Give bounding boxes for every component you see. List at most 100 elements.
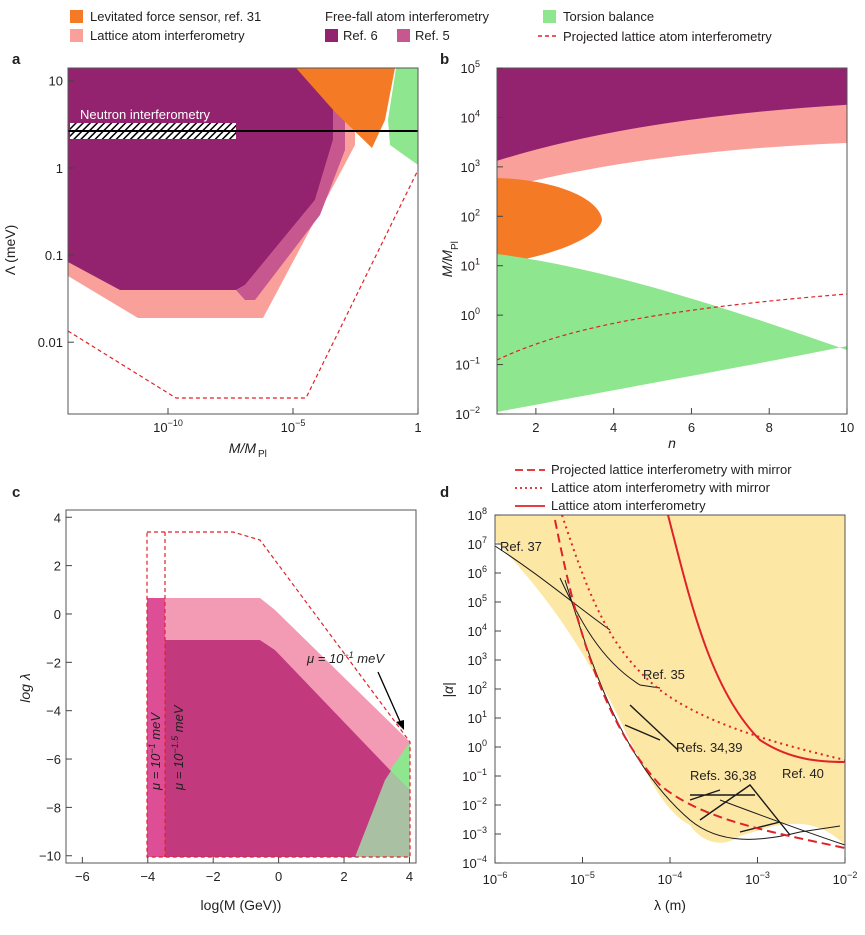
panel-c-letter: c [12, 484, 20, 501]
panel-a-letter: a [12, 51, 21, 68]
panel-b-ref6-edge [496, 103, 848, 161]
panel-d-xtick-label: 10−3 [745, 870, 770, 887]
panel-b-xtick-label: 2 [532, 420, 539, 435]
panel-b-xtick-label: 6 [688, 420, 695, 435]
panel-d-plot: 10−6 10−5 10−4 10−3 10−2 108 107 106 105 104 103 10… [462, 506, 857, 887]
panel-a-xlabel-sub: Pl [258, 449, 267, 460]
svg-text:μ = 10−1 meV: μ = 10−1 meV [147, 712, 163, 791]
panel-b-ytick-label: 104 [461, 108, 480, 125]
panel-c-projected-line [146, 531, 411, 858]
panel-d-xlabel: λ (m) [654, 897, 686, 913]
panel-a-frame [67, 67, 419, 415]
panel-b-plot: 2 4 6 8 10 105 104 103 102 101 100 10−1 10−2 [455, 59, 854, 435]
panel-c-ytick-label: −8 [46, 800, 61, 815]
panel-d-xtick-label: 10−2 [833, 870, 858, 887]
panel-d-refs3439-label: Refs. 34,39 [676, 740, 743, 755]
panel-a-projected-line [67, 169, 419, 399]
legend-torsion-label: Torsion balance [563, 9, 654, 24]
panel-d-ytick-label: 105 [468, 593, 487, 610]
panel-a-ticks: 10−10 10−5 1 10 1 0.1 0.01 [38, 74, 422, 435]
panel-b-ytick-label: 10−2 [455, 405, 480, 422]
panel-b-ytick-label: 103 [461, 158, 480, 175]
panel-a-ylabel: Λ (meV) [2, 225, 18, 276]
panel-c-ytick-label: −10 [39, 849, 61, 864]
panel-c-pink-band [147, 598, 410, 770]
panel-b-xtick-label: 10 [840, 420, 854, 435]
panel-d-excluded-region [495, 515, 845, 845]
panel-b-frame [496, 67, 848, 415]
legend-top: Levitated force sensor, ref. 31 Lattice … [70, 9, 772, 44]
panel-c-plot: −6 −4 −2 0 2 4 4 2 0 −2 −4 −6 −8 −10 [39, 509, 417, 884]
panel-c-mu-strip [147, 598, 165, 857]
panel-b: b 2 4 6 8 10 105 104 103 102 101 100 10−1 10−2 M/M P… [439, 51, 854, 451]
panel-b-ylabel-sub: Pl [450, 241, 461, 250]
panel-c-xtick-label: −4 [140, 869, 155, 884]
svg-text:μ = 10−1.5 meV: μ = 10−1.5 meV [170, 704, 186, 791]
panel-a-ytick-label: 1 [56, 161, 63, 176]
panel-b-projected-line [496, 293, 848, 361]
panel-d-ytick-label: 10−1 [462, 767, 487, 784]
legend-lattice-label: Lattice atom interferometry [90, 28, 245, 43]
panel-d-letter: d [440, 484, 449, 501]
legend-d-lattice-label: Lattice atom interferometry [551, 498, 706, 513]
panel-d-ticks: 10−6 10−5 10−4 10−3 10−2 108 107 106 105 104 103 10… [462, 506, 857, 887]
panel-d-ytick-label: 106 [468, 564, 487, 581]
panel-c-ytick-label: 2 [54, 559, 61, 574]
panel-a-xtick-label: 1 [414, 420, 421, 435]
panel-d-ytick-label: 10−2 [462, 796, 487, 813]
panel-c-mu1-annotation: μ = 10−1 meV [306, 650, 385, 666]
panel-d-xtick-label: 10−4 [658, 870, 683, 887]
legend-ref5-label: Ref. 5 [415, 28, 450, 43]
panel-b-letter: b [440, 51, 449, 68]
panel-c-frame [65, 509, 417, 864]
panel-a-ytick-label: 0.1 [45, 248, 63, 263]
panel-a-xtick-label: 10−10 [153, 418, 183, 435]
panel-b-xtick-label: 4 [610, 420, 617, 435]
panel-a-plot: Neutron interferometry 10−10 10−5 1 10 1 0.1 0… [38, 67, 422, 435]
panel-c-ticks: −6 −4 −2 0 2 4 4 2 0 −2 −4 −6 −8 −10 [39, 510, 413, 884]
legend-ref6-label: Ref. 6 [343, 28, 378, 43]
panel-b-ytick-label: 100 [461, 306, 480, 323]
panel-c-xtick-label: −2 [206, 869, 221, 884]
panel-b-levitated-region [497, 178, 602, 264]
panel-c: c −6 −4 −2 0 2 4 4 2 0 −2 −4 −6 −8 −10 μ = 10−1 meV μ… [12, 484, 417, 913]
panel-d-ref35-curve [559, 577, 661, 689]
panel-a-xtick-label: 10−5 [281, 418, 306, 435]
panel-d-ytick-label: 104 [468, 622, 487, 639]
panel-a-ytick-label: 0.01 [38, 335, 63, 350]
panel-d-ylabel: |α| [440, 682, 456, 697]
panel-c-mu1-vertical: μ = 10−1 meV [147, 712, 163, 791]
panel-b-ytick-label: 105 [461, 59, 480, 76]
panel-c-ylabel: log λ [17, 673, 33, 703]
panel-d-ytick-label: 107 [468, 535, 487, 552]
panel-d-ytick-label: 100 [468, 738, 487, 755]
legend-d-projected-label: Projected lattice interferometry with mi… [551, 462, 792, 477]
panel-a-levitated-region [296, 68, 395, 148]
panel-c-xtick-label: 4 [406, 869, 413, 884]
panel-d-xtick-label: 10−5 [570, 870, 595, 887]
panel-a: a Neutron interferometry 10−10 10−5 1 10 1 0.… [2, 51, 422, 460]
panel-d-lattice-mirror-curve [561, 514, 846, 761]
panel-d-ref40-label: Ref. 40 [782, 766, 824, 781]
panel-c-ytick-label: −4 [46, 704, 61, 719]
panel-d-ytick-label: 108 [468, 506, 487, 523]
panel-d-projected-mirror-curve [554, 519, 846, 849]
legend-swatch-lattice [70, 29, 83, 42]
panel-d-ref37-label: Ref. 37 [500, 539, 542, 554]
panel-d-ytick-label: 10−3 [462, 825, 487, 842]
legend-levitated-label: Levitated force sensor, ref. 31 [90, 9, 261, 24]
panel-d-refs3638-label: Refs. 36,38 [690, 768, 757, 783]
panel-b-ytick-label: 102 [461, 207, 480, 224]
panel-d: d Projected lattice interferometry with … [440, 462, 857, 913]
panel-c-xtick-label: −6 [75, 869, 90, 884]
panel-a-torsion-region [388, 68, 418, 165]
panel-b-ylabel: M/M [439, 250, 455, 278]
legend-swatch-ref5 [397, 29, 410, 42]
panel-b-torsion-region [497, 254, 847, 412]
panel-c-ytick-label: −2 [46, 655, 61, 670]
panel-d-lattice-curve [667, 514, 846, 763]
panel-d-ytick-label: 10−4 [462, 854, 487, 871]
panel-c-ytick-label: 4 [54, 510, 61, 525]
panel-b-xtick-label: 8 [766, 420, 773, 435]
panel-d-ytick-label: 101 [468, 709, 487, 726]
